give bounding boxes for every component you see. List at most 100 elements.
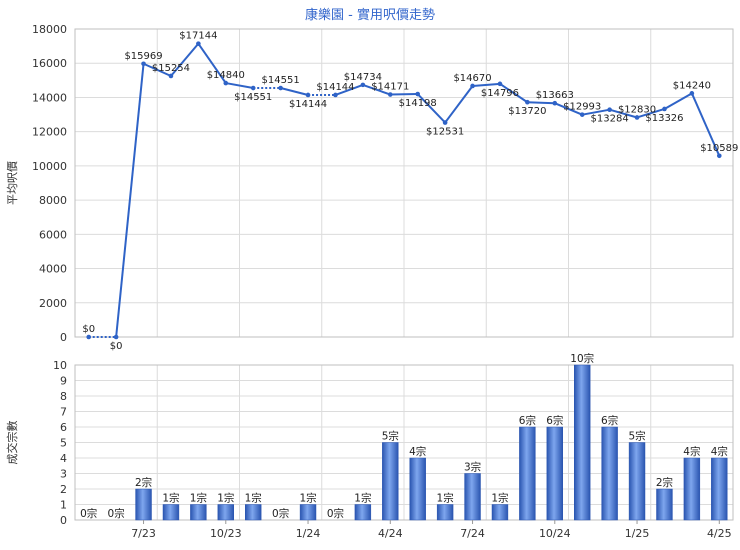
volume-bar [491, 504, 509, 521]
price-data-label: $14734 [344, 72, 382, 83]
price-line-segment [416, 93, 446, 124]
price-line-segment [170, 43, 200, 77]
price-data-label: $14198 [399, 98, 437, 109]
price-point [470, 83, 475, 89]
price-data-label: $17144 [179, 31, 217, 42]
price-plot-frame [74, 28, 734, 338]
volume-data-label: 1宗 [491, 492, 508, 505]
price-line-segment [527, 101, 555, 105]
volume-data-label: 1宗 [299, 492, 316, 505]
price-point [579, 112, 585, 117]
price-point [716, 153, 722, 159]
price-data-label: $10589 [700, 143, 738, 154]
volume-y-tick-label: 0 [60, 514, 67, 527]
volume-data-label: 1宗 [354, 492, 371, 505]
volume-data-label: 4宗 [409, 445, 426, 458]
x-tick-label: 1/25 [625, 527, 650, 540]
price-y-tick-label: 8000 [39, 194, 67, 207]
price-point [278, 85, 283, 91]
volume-data-label: 2宗 [656, 476, 673, 489]
volume-data-label: 1宗 [217, 492, 234, 505]
price-data-label: $14144 [289, 99, 327, 110]
price-point [634, 115, 640, 120]
price-y-tick-label: 4000 [39, 263, 67, 276]
price-point [250, 85, 256, 91]
price-y-axis-label: 平均呎價 [5, 161, 19, 205]
volume-bar [190, 504, 207, 521]
volume-data-label: 10宗 [570, 352, 594, 365]
price-line-segment [280, 87, 309, 96]
volume-y-tick-label: 9 [60, 375, 67, 388]
price-point [113, 334, 119, 340]
volume-y-tick-label: 4 [60, 452, 67, 465]
price-data-label: $12531 [426, 127, 464, 138]
price-line-segment [197, 43, 227, 84]
price-line-segment [115, 63, 145, 338]
volume-y-tick-label: 2 [60, 483, 67, 496]
volume-bar [245, 504, 262, 521]
price-line-segment [609, 108, 638, 119]
price-line-segment [636, 108, 665, 119]
volume-y-tick-label: 5 [60, 437, 67, 450]
price-line-segment [663, 92, 693, 110]
price-y-tick-label: 12000 [32, 126, 67, 139]
price-line-segment [582, 108, 610, 116]
price-point [168, 73, 174, 79]
volume-data-label: 1宗 [437, 492, 454, 505]
x-tick-label: 4/25 [707, 527, 732, 540]
volume-data-label: 4宗 [683, 445, 700, 458]
volume-data-label: 4宗 [711, 445, 728, 458]
volume-panel: 0 1 2 3 4 5 6 7 8 9 10 成交宗數 0宗 0宗 2宗 1宗 1宗 1宗 1宗 0宗 1宗 0宗 1宗 5宗… [5, 352, 734, 540]
price-data-label: $14551 [234, 92, 272, 103]
volume-data-label: 1宗 [190, 492, 207, 505]
volume-bar [299, 504, 317, 521]
price-data-label: $13663 [536, 90, 574, 101]
price-line-segment [444, 85, 474, 124]
volume-bar [409, 457, 426, 521]
volume-data-label: 1宗 [162, 492, 179, 505]
volume-data-label: 6宗 [519, 414, 536, 427]
price-y-tick-label: 2000 [39, 297, 67, 310]
price-point [196, 41, 201, 46]
price-line-segment [499, 82, 528, 104]
volume-data-label: 2宗 [135, 476, 152, 489]
price-point [305, 92, 311, 98]
price-data-label: $14670 [453, 73, 491, 84]
volume-bar [628, 442, 646, 521]
volume-bar [464, 473, 481, 521]
price-line-segment [472, 82, 501, 87]
price-data-label: $14144 [316, 82, 354, 93]
volume-data-label: 6宗 [546, 414, 563, 427]
price-data-label: $0 [110, 341, 123, 352]
price-line-segment [143, 62, 172, 77]
price-point [662, 106, 667, 112]
volume-y-tick-label: 1 [60, 499, 67, 512]
price-point [223, 80, 229, 86]
price-point [387, 92, 393, 97]
volume-bar [436, 504, 454, 521]
price-data-label: $14796 [481, 88, 519, 99]
volume-bar [711, 457, 728, 521]
volume-data-label: 5宗 [628, 430, 645, 443]
price-y-tick-label: 0 [60, 331, 67, 344]
x-tick-label: 1/24 [296, 527, 321, 540]
price-point [442, 120, 448, 125]
x-tick-label: 7/23 [131, 527, 156, 540]
volume-bar [519, 426, 536, 521]
price-data-label: $15969 [124, 51, 162, 62]
price-data-label: $15254 [152, 63, 190, 74]
price-point [552, 100, 558, 106]
price-data-label: $13720 [508, 106, 546, 117]
price-panel: 0 2000 4000 6000 8000 10000 12000 14000 16000 180… [5, 23, 738, 352]
volume-y-tick-label: 8 [60, 390, 67, 403]
volume-bar [162, 504, 180, 521]
price-point [415, 91, 421, 97]
volume-bar [135, 488, 152, 521]
volume-data-label: 3宗 [464, 461, 481, 474]
price-data-label: $12830 [618, 104, 656, 115]
price-line-segment [690, 92, 721, 157]
volume-bar [217, 504, 234, 521]
x-tick-label: 7/24 [460, 527, 485, 540]
price-y-tick-label: 16000 [32, 57, 67, 70]
